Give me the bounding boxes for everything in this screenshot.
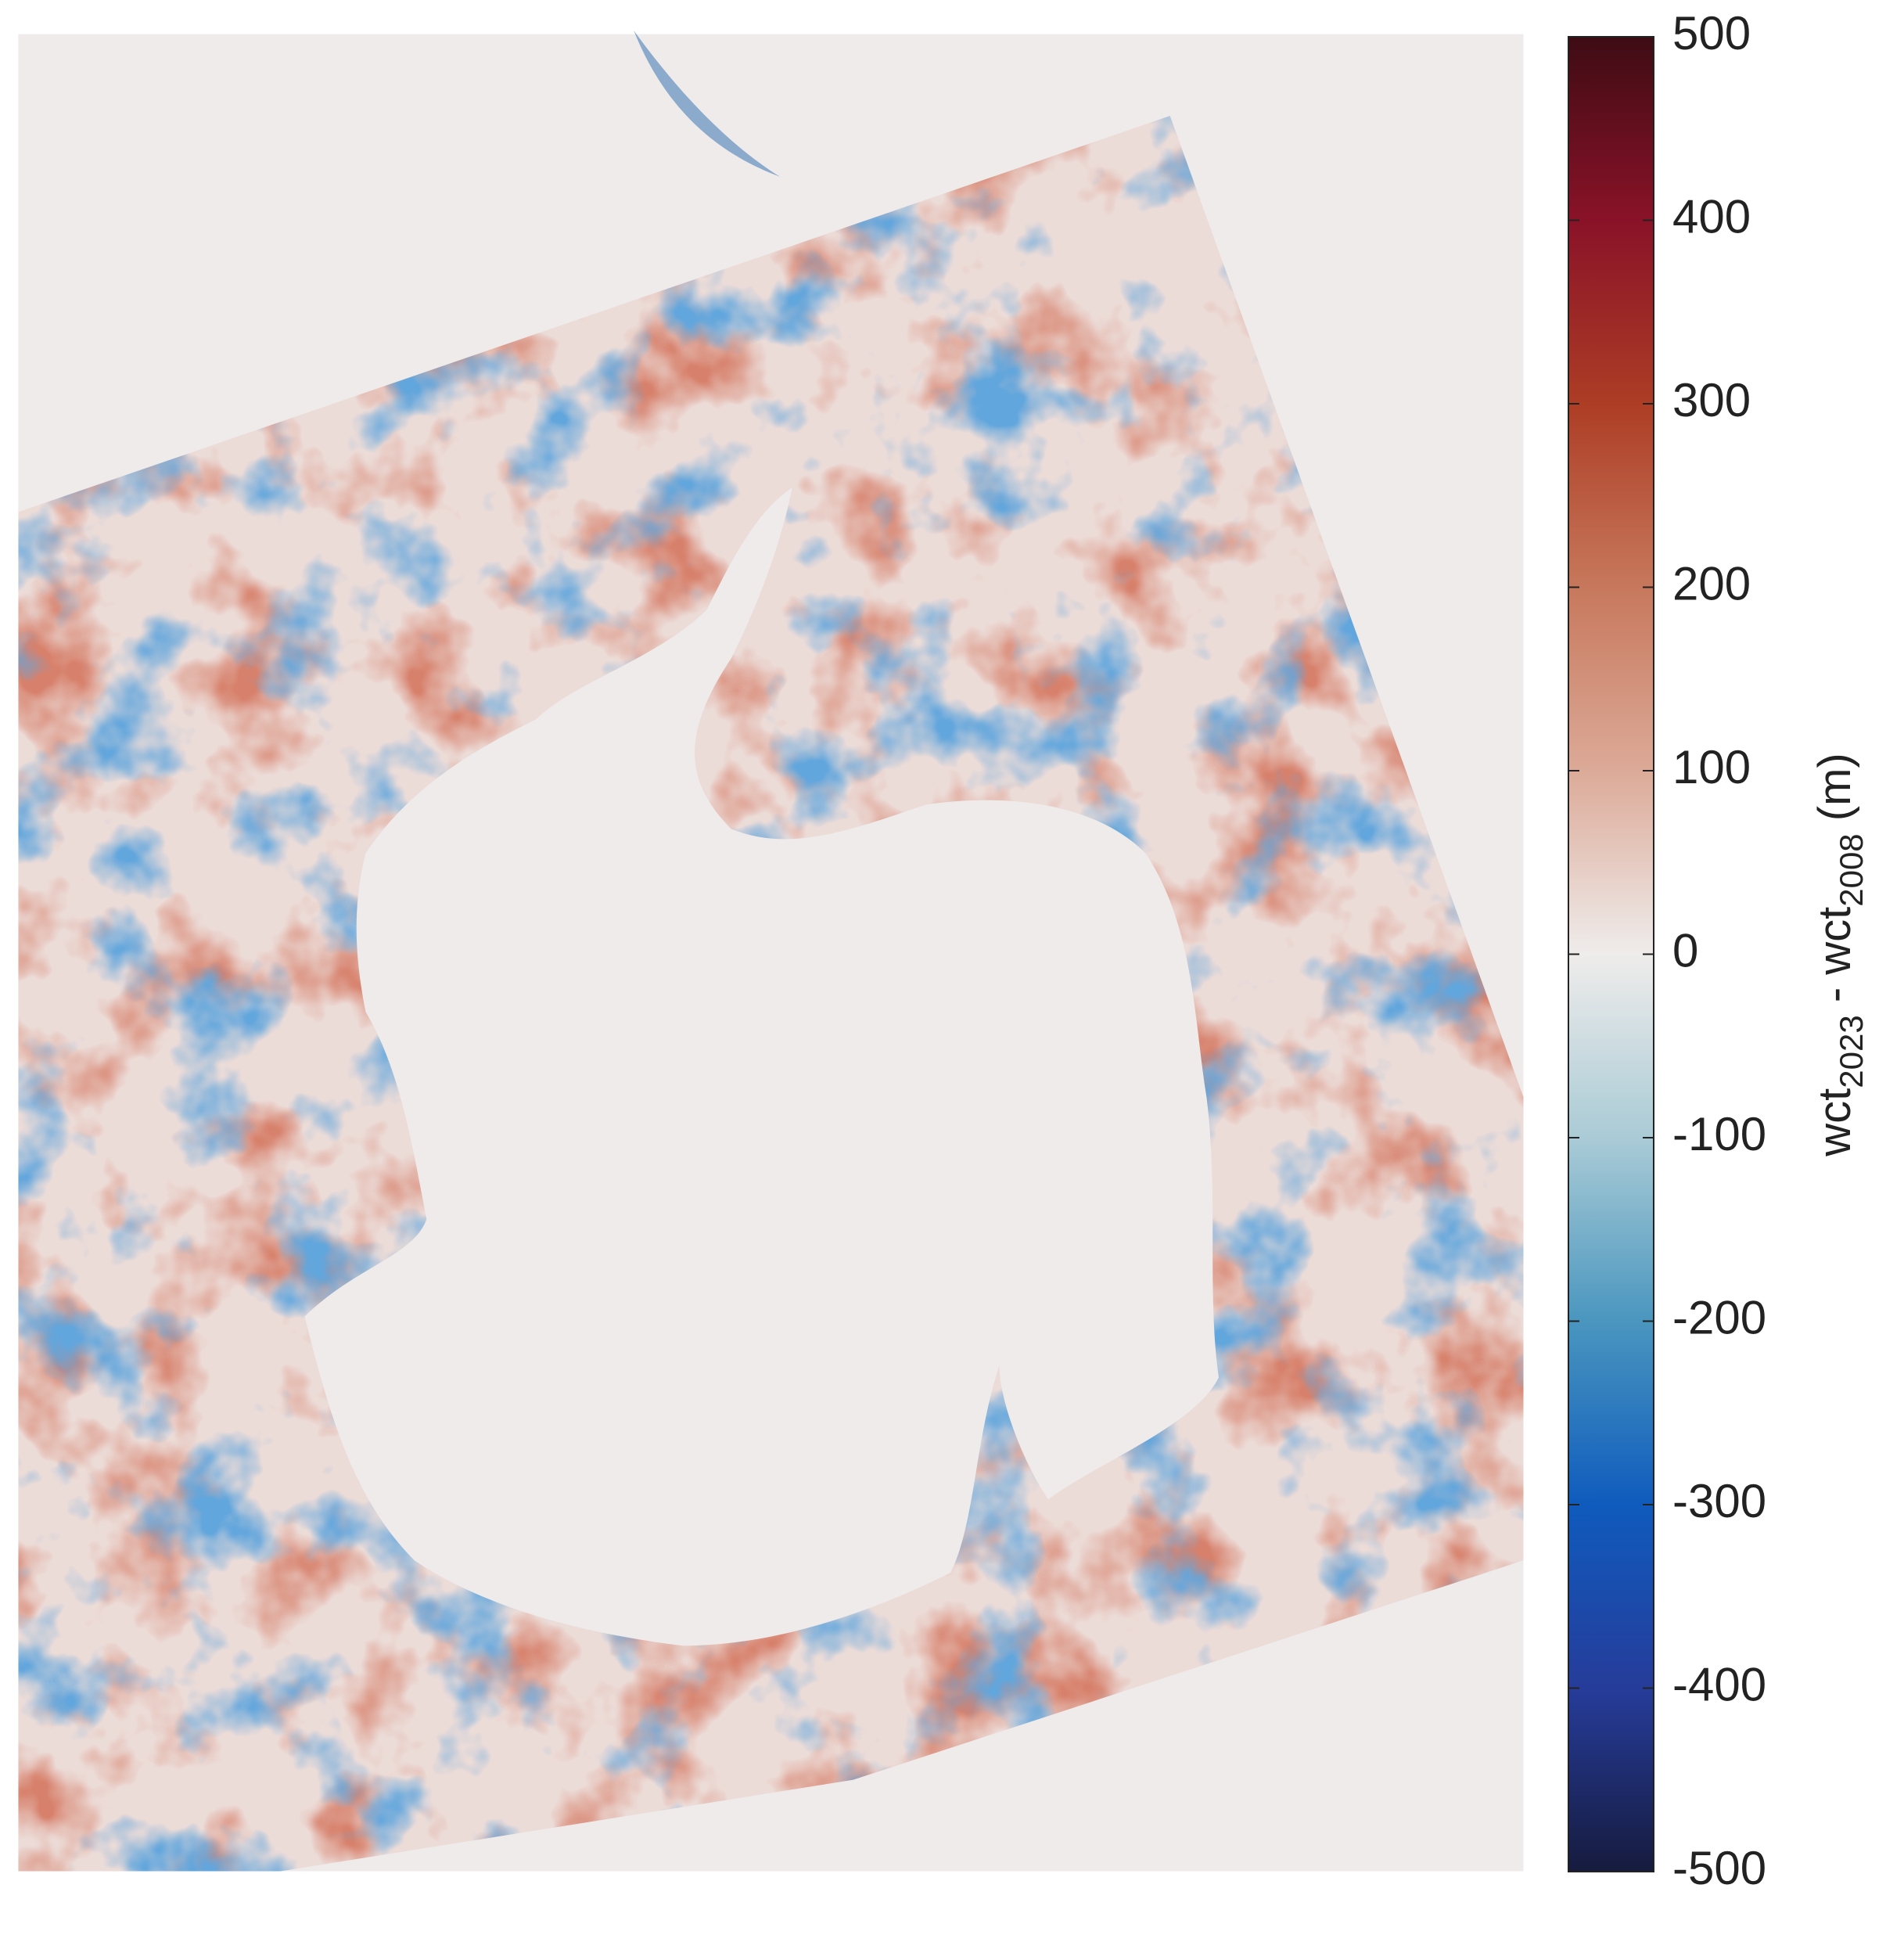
- tick-label: 500: [1672, 7, 1751, 59]
- tick-label: 400: [1672, 190, 1751, 243]
- antarctica: [304, 487, 1220, 1646]
- label-text: - wct: [1809, 907, 1860, 1016]
- label-subscript: 2023: [1833, 1015, 1870, 1088]
- tick-label: 200: [1672, 557, 1751, 610]
- tick-label: -400: [1672, 1658, 1766, 1710]
- map: [18, 30, 1524, 1872]
- colorbar: [1568, 36, 1654, 1872]
- tick-label: -300: [1672, 1475, 1766, 1527]
- label-subscript: 2008: [1833, 833, 1870, 906]
- tick-label: -500: [1672, 1842, 1766, 1894]
- tick-label: -200: [1672, 1291, 1766, 1343]
- tick-label: 300: [1672, 374, 1751, 426]
- tick-label: 0: [1672, 924, 1698, 976]
- label-text: wct: [1809, 1088, 1860, 1157]
- tick-label: 100: [1672, 741, 1751, 793]
- tick-label: -100: [1672, 1108, 1766, 1160]
- colorbar-label: wct2023 - wct2008 (m): [1809, 753, 1870, 1156]
- colorbar-fill: [1568, 36, 1654, 1872]
- label-text: (m): [1809, 753, 1860, 833]
